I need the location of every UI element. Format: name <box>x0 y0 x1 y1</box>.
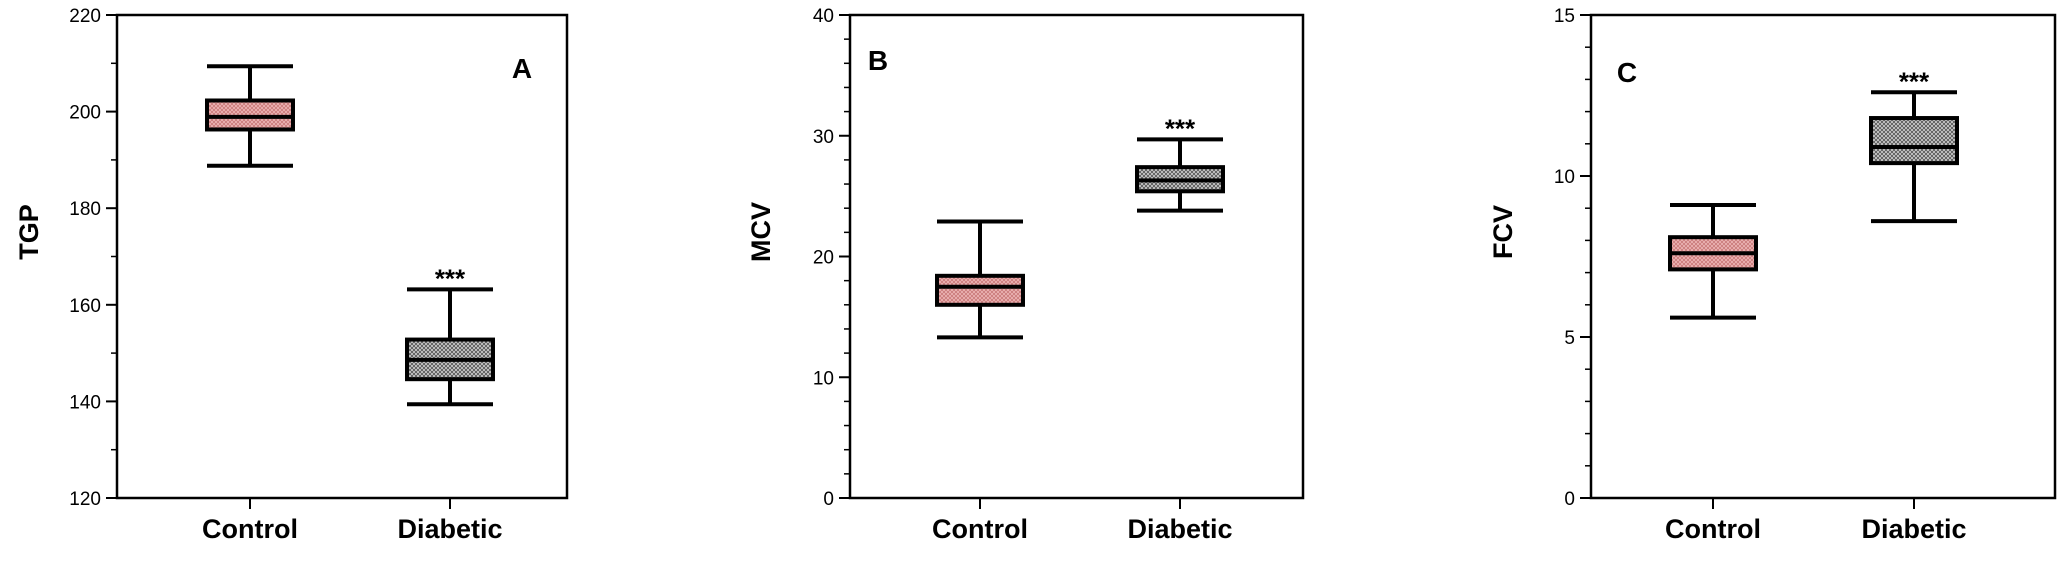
box-diabetic: *** <box>1869 66 1959 224</box>
y-axis-title: FCV <box>1488 205 1518 259</box>
box-diabetic: *** <box>405 263 495 407</box>
x-category-label: Diabetic <box>1127 514 1232 544</box>
y-axis-title: MCV <box>746 202 776 262</box>
y-tick-label: 5 <box>1564 328 1575 349</box>
box-iqr <box>1869 116 1959 166</box>
box-control <box>935 219 1025 340</box>
y-tick-label: 30 <box>813 127 834 148</box>
panel-c: FCV C 0 5 10 15 Control Diabetic *** <box>1488 6 2057 544</box>
y-tick-label: 10 <box>813 368 834 389</box>
significance-marker: *** <box>1165 113 1196 143</box>
y-tick-label: 40 <box>813 6 834 27</box>
y-tick-label: 20 <box>813 248 834 269</box>
y-tick-label: 140 <box>69 392 101 413</box>
x-category-label: Control <box>932 514 1028 544</box>
panel-label: A <box>512 53 532 84</box>
x-category-label: Control <box>1665 514 1761 544</box>
box-iqr <box>935 273 1025 307</box>
plot-frame <box>848 13 1305 500</box>
panel-label: C <box>1617 57 1637 88</box>
x-category-label: Diabetic <box>397 514 502 544</box>
y-tick-label: 200 <box>69 103 101 124</box>
y-tick-label: 0 <box>823 489 834 510</box>
y-tick-label: 180 <box>69 199 101 220</box>
plot-frame <box>115 13 569 500</box>
y-axis-title: TGP <box>14 204 44 260</box>
plot-frame <box>1589 13 2057 500</box>
box-diabetic: *** <box>1135 113 1225 213</box>
y-tick-label: 120 <box>69 489 101 510</box>
significance-marker: *** <box>1899 66 1930 96</box>
box-control <box>205 64 295 168</box>
y-tick-label: 15 <box>1554 6 1575 27</box>
significance-marker: *** <box>435 263 466 293</box>
x-category-label: Diabetic <box>1861 514 1966 544</box>
panel-label: B <box>868 45 888 76</box>
y-tick-label: 220 <box>69 6 101 27</box>
y-tick-label: 0 <box>1564 489 1575 510</box>
box-control <box>1668 202 1758 320</box>
y-tick-label: 10 <box>1554 167 1575 188</box>
panel-b: MCV B 0 10 20 30 40 Control Diabetic *** <box>746 6 1305 544</box>
y-tick-label: 160 <box>69 296 101 317</box>
x-category-label: Control <box>202 514 298 544</box>
